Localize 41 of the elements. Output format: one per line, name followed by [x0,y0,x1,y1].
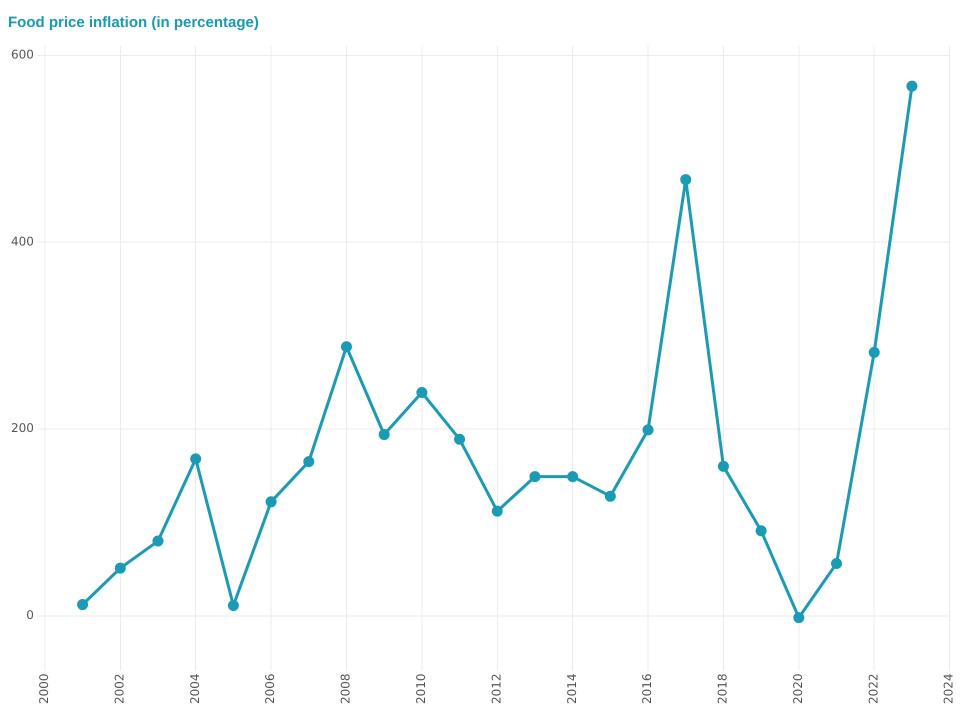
point [303,456,314,468]
point [77,599,88,610]
point [680,174,692,186]
chart-title: Food price inflation (in percentage) [8,14,259,32]
point [567,471,578,482]
point [228,600,239,611]
point [340,341,352,352]
point [378,429,390,440]
x-tick-label: 2020 [790,673,805,704]
point [868,346,880,358]
point [152,536,164,547]
x-tick-label: 2006 [263,673,278,704]
point [492,506,503,517]
point [266,496,277,508]
point [416,387,428,398]
y-tick-label: 0 [26,608,34,622]
point [793,612,804,624]
x-tick-label: 2002 [112,673,126,704]
x-tick-label: 2022 [866,673,880,704]
x-tick-label: 2024 [942,673,956,704]
y-tick-label: 200 [11,421,34,436]
point [718,460,729,472]
point [831,558,842,569]
x-tick-label: 2000 [37,673,52,704]
x-tick-label: 2016 [640,673,654,704]
x-tick-label: 2008 [338,673,353,704]
point [756,525,767,536]
x-tick-label: 2014 [564,673,579,704]
x-tick-label: 2012 [489,673,504,704]
y-tick-label: 600 [11,47,34,62]
point [114,562,126,574]
y-tick-label: 400 [11,234,34,248]
point [906,80,918,92]
point [642,424,654,436]
point [529,471,540,482]
x-tick-label: 2010 [414,673,428,704]
point [190,453,202,464]
x-tick-label: 2004 [188,673,202,704]
point [454,434,466,445]
point [604,490,616,502]
x-tick-label: 2018 [716,673,730,704]
